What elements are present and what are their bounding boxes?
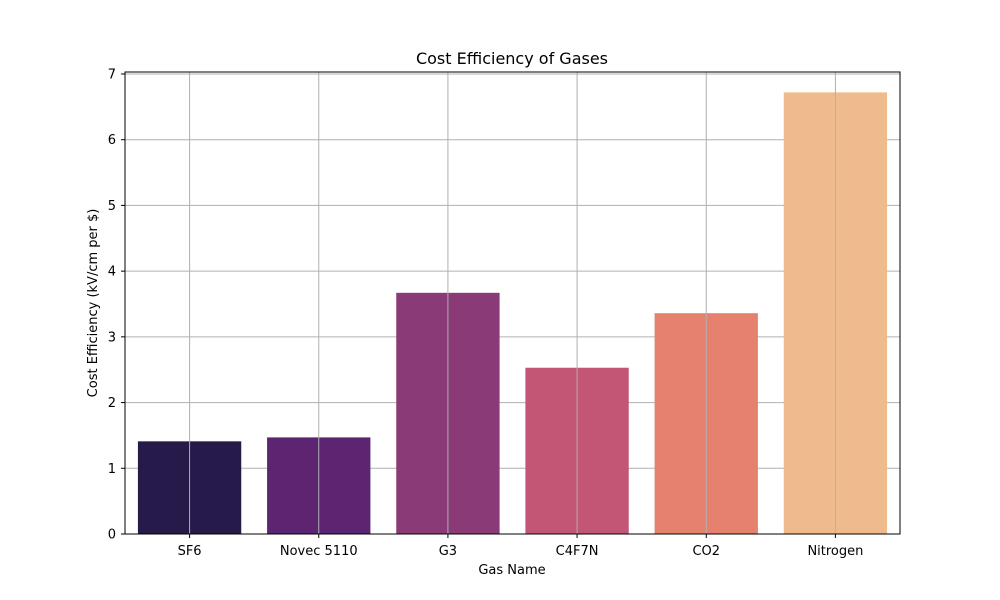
x-axis-label: Gas Name [478,563,545,578]
plot-frame [124,71,901,535]
chart-title: Cost Efficiency of Gases [416,49,608,68]
vertical-grid [189,72,836,534]
x-tick-label: C4F7N [556,544,599,559]
y-tick-label: 1 [108,462,116,477]
y-tick-label: 6 [108,133,116,148]
y-axis: 0 1 2 3 4 5 6 7 [108,67,125,543]
x-tick-label: Novec 5110 [280,544,358,559]
y-tick-label: 4 [108,265,116,280]
y-axis-label: Cost Efficiency (kV/cm per $) [86,209,101,398]
x-tick-label: SF6 [178,544,202,559]
y-tick-label: 5 [108,199,116,214]
x-tick-label: Nitrogen [807,544,863,559]
x-axis: SF6 Novec 5110 G3 C4F7N CO2 Nitrogen [178,534,863,559]
x-tick-label: CO2 [692,544,720,559]
y-tick-label: 7 [108,67,116,82]
y-tick-label: 0 [108,528,116,543]
y-tick-label: 3 [108,330,116,345]
x-tick-label: G3 [439,544,457,559]
y-tick-label: 2 [108,396,116,411]
